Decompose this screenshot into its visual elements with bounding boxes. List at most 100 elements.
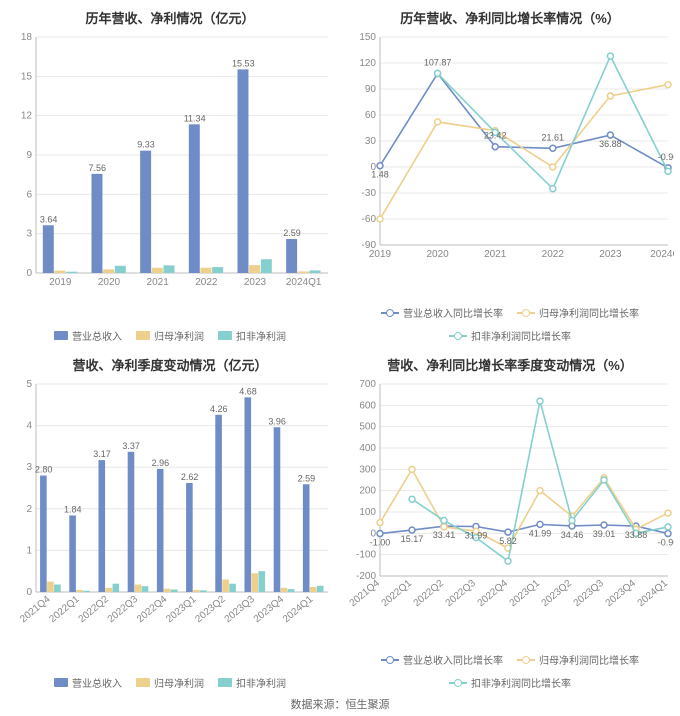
svg-text:2022Q3: 2022Q3 bbox=[444, 578, 479, 610]
svg-text:2.59: 2.59 bbox=[298, 473, 316, 483]
legend-item: 营业总收入 bbox=[54, 328, 122, 343]
svg-text:2024Q1: 2024Q1 bbox=[281, 594, 316, 626]
svg-text:-0.96: -0.96 bbox=[658, 538, 674, 548]
svg-text:15.53: 15.53 bbox=[232, 58, 255, 68]
svg-text:18: 18 bbox=[21, 32, 33, 43]
line-chart-quarterly: -200-10001002003004005006007002021Q42022… bbox=[346, 378, 674, 650]
svg-text:2019: 2019 bbox=[369, 249, 392, 260]
svg-text:12: 12 bbox=[21, 111, 33, 122]
svg-text:400: 400 bbox=[359, 443, 376, 454]
svg-text:36.88: 36.88 bbox=[599, 139, 622, 149]
svg-text:2022Q3: 2022Q3 bbox=[106, 594, 141, 626]
svg-text:9.33: 9.33 bbox=[137, 140, 155, 150]
legend-label: 扣非净利润 bbox=[236, 675, 286, 690]
legend-swatch bbox=[136, 331, 150, 340]
legend-item: 营业总收入 bbox=[54, 675, 122, 690]
svg-text:120: 120 bbox=[359, 58, 376, 69]
svg-text:21.61: 21.61 bbox=[542, 132, 565, 142]
svg-text:-1.00: -1.00 bbox=[370, 538, 391, 548]
legend-label: 营业总收入 bbox=[72, 328, 122, 343]
svg-text:0: 0 bbox=[26, 587, 32, 598]
svg-text:-0.96: -0.96 bbox=[658, 152, 674, 162]
svg-text:5.82: 5.82 bbox=[499, 536, 517, 546]
svg-text:2021Q4: 2021Q4 bbox=[348, 578, 383, 610]
svg-text:2023Q3: 2023Q3 bbox=[572, 578, 607, 610]
bar-chart-quarterly: 0123452021Q42022Q12022Q22022Q32022Q42023… bbox=[6, 378, 334, 673]
panel-top-right: 历年营收、净利同比增长率情况（%） -90-60-300306090120150… bbox=[340, 0, 680, 347]
svg-text:3.17: 3.17 bbox=[93, 449, 111, 459]
svg-text:1: 1 bbox=[26, 545, 32, 556]
svg-text:9: 9 bbox=[26, 150, 32, 161]
legend-swatch bbox=[54, 331, 68, 340]
svg-text:4: 4 bbox=[26, 421, 32, 432]
svg-text:107.87: 107.87 bbox=[424, 58, 452, 68]
svg-text:100: 100 bbox=[359, 507, 376, 518]
svg-text:2022: 2022 bbox=[542, 249, 565, 260]
svg-text:2019: 2019 bbox=[49, 277, 72, 288]
svg-text:2024Q1: 2024Q1 bbox=[636, 578, 671, 610]
svg-text:500: 500 bbox=[359, 422, 376, 433]
legend-item: 归母净利润 bbox=[136, 675, 204, 690]
chart-grid: 历年营收、净利情况（亿元） 03691215182019202020212022… bbox=[0, 0, 680, 694]
legend-item: 扣非净利润 bbox=[218, 328, 286, 343]
svg-text:150: 150 bbox=[359, 32, 376, 43]
svg-text:34.46: 34.46 bbox=[561, 530, 584, 540]
legend-item: 扣非净利润 bbox=[218, 675, 286, 690]
svg-text:2024Q1: 2024Q1 bbox=[286, 277, 322, 288]
svg-text:2021: 2021 bbox=[484, 249, 507, 260]
legend-swatch bbox=[381, 659, 399, 661]
svg-text:30: 30 bbox=[365, 136, 377, 147]
svg-text:2023: 2023 bbox=[599, 249, 622, 260]
legend-item: 扣非净利润同比增长率 bbox=[449, 675, 571, 690]
svg-text:-60: -60 bbox=[362, 214, 377, 225]
legend-label: 归母净利润同比增长率 bbox=[539, 652, 639, 667]
svg-text:41.99: 41.99 bbox=[529, 528, 552, 538]
svg-text:3.37: 3.37 bbox=[122, 441, 140, 451]
svg-text:60: 60 bbox=[365, 110, 377, 121]
svg-text:-30: -30 bbox=[362, 188, 377, 199]
svg-text:1.84: 1.84 bbox=[64, 504, 82, 514]
svg-text:3: 3 bbox=[26, 229, 32, 240]
svg-text:600: 600 bbox=[359, 400, 376, 411]
svg-text:2.96: 2.96 bbox=[152, 458, 170, 468]
legend-item: 归母净利润 bbox=[136, 328, 204, 343]
legend-item: 归母净利润同比增长率 bbox=[517, 305, 639, 320]
chart-title: 历年营收、净利同比增长率情况（%） bbox=[346, 8, 674, 27]
legend-label: 营业总收入同比增长率 bbox=[403, 652, 503, 667]
svg-text:2023Q2: 2023Q2 bbox=[540, 578, 575, 610]
svg-text:1.48: 1.48 bbox=[371, 170, 389, 180]
svg-text:3: 3 bbox=[26, 462, 32, 473]
svg-text:2024Q1: 2024Q1 bbox=[650, 249, 674, 260]
svg-text:2: 2 bbox=[26, 504, 32, 515]
legend-swatch bbox=[218, 331, 232, 340]
svg-text:2021: 2021 bbox=[147, 277, 170, 288]
svg-text:2023Q4: 2023Q4 bbox=[604, 578, 639, 610]
svg-text:2023Q3: 2023Q3 bbox=[223, 594, 258, 626]
svg-text:2022Q2: 2022Q2 bbox=[77, 594, 112, 626]
svg-text:2022Q2: 2022Q2 bbox=[412, 578, 447, 610]
svg-text:2.80: 2.80 bbox=[35, 465, 53, 475]
legend-swatch bbox=[136, 678, 150, 687]
svg-text:4.68: 4.68 bbox=[239, 386, 257, 396]
svg-text:6: 6 bbox=[26, 189, 32, 200]
svg-text:2.62: 2.62 bbox=[181, 472, 199, 482]
svg-text:15: 15 bbox=[21, 71, 33, 82]
svg-text:0: 0 bbox=[26, 268, 32, 279]
svg-text:2023Q1: 2023Q1 bbox=[508, 578, 543, 610]
legend-label: 归母净利润 bbox=[154, 675, 204, 690]
panel-bottom-right: 营收、净利同比增长率季度变动情况（%） -200-100010020030040… bbox=[340, 347, 680, 694]
svg-text:2023Q2: 2023Q2 bbox=[193, 594, 228, 626]
svg-text:3.96: 3.96 bbox=[268, 416, 286, 426]
svg-text:2022Q4: 2022Q4 bbox=[476, 578, 511, 610]
svg-text:39.01: 39.01 bbox=[593, 529, 616, 539]
legend-item: 营业总收入同比增长率 bbox=[381, 652, 503, 667]
svg-text:4.26: 4.26 bbox=[210, 404, 228, 414]
legend-swatch bbox=[449, 335, 467, 337]
legend: 营业总收入同比增长率归母净利润同比增长率扣非净利润同比增长率 bbox=[346, 305, 674, 343]
panel-bottom-left: 营收、净利季度变动情况（亿元） 0123452021Q42022Q12022Q2… bbox=[0, 347, 340, 694]
legend: 营业总收入 归母净利润扣非净利润 bbox=[6, 328, 334, 343]
data-source-label: 数据来源：恒生聚源 bbox=[0, 694, 680, 716]
svg-text:700: 700 bbox=[359, 379, 376, 390]
legend-label: 归母净利润 bbox=[154, 328, 204, 343]
line-chart-annual: -90-60-300306090120150201920202021202220… bbox=[346, 31, 674, 303]
